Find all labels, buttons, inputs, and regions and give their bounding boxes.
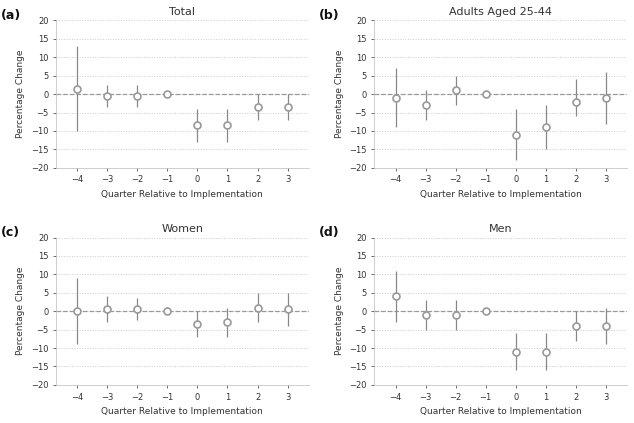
Title: Women: Women xyxy=(162,224,204,234)
X-axis label: Quarter Relative to Implementation: Quarter Relative to Implementation xyxy=(420,190,581,199)
Y-axis label: Percentage Change: Percentage Change xyxy=(335,267,344,355)
Title: Men: Men xyxy=(489,224,512,234)
X-axis label: Quarter Relative to Implementation: Quarter Relative to Implementation xyxy=(101,407,263,416)
Text: (b): (b) xyxy=(319,9,340,22)
X-axis label: Quarter Relative to Implementation: Quarter Relative to Implementation xyxy=(101,190,263,199)
Text: (d): (d) xyxy=(319,226,340,239)
Y-axis label: Percentage Change: Percentage Change xyxy=(16,267,25,355)
Text: (c): (c) xyxy=(1,226,20,239)
Y-axis label: Percentage Change: Percentage Change xyxy=(16,50,25,138)
Title: Total: Total xyxy=(169,7,195,17)
Y-axis label: Percentage Change: Percentage Change xyxy=(335,50,344,138)
Text: (a): (a) xyxy=(1,9,21,22)
Title: Adults Aged 25-44: Adults Aged 25-44 xyxy=(450,7,552,17)
X-axis label: Quarter Relative to Implementation: Quarter Relative to Implementation xyxy=(420,407,581,416)
